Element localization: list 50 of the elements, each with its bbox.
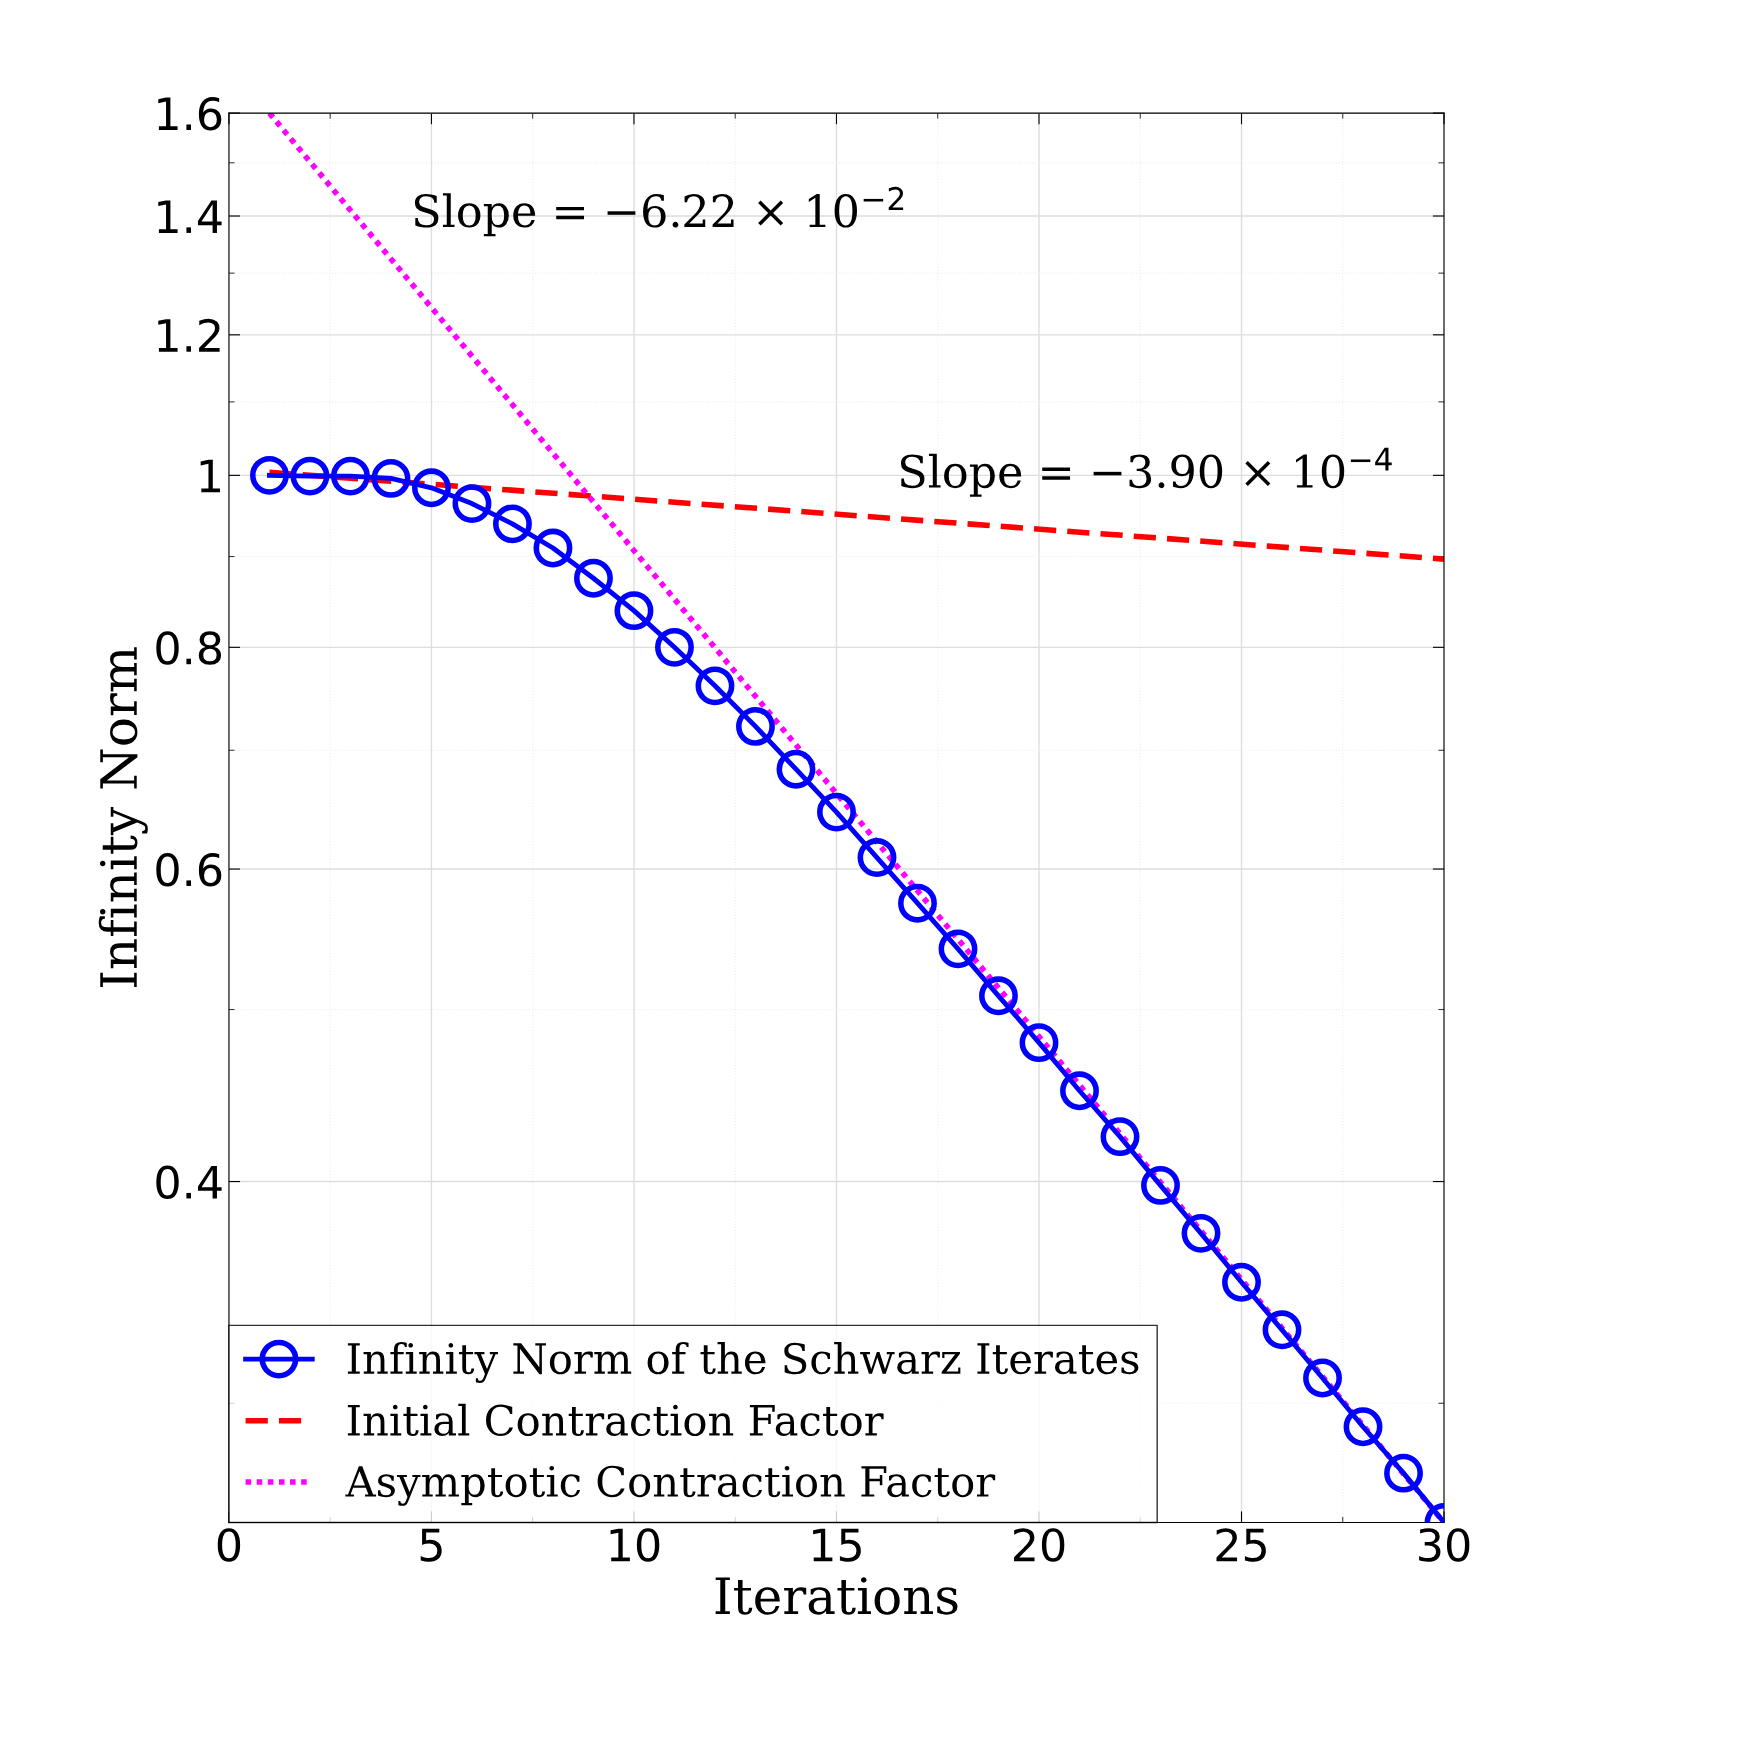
- point: [655, 627, 694, 667]
- y-tick-label: 0.8: [156, 631, 222, 665]
- x-tick-label: 0: [217, 1528, 241, 1562]
- point: [1141, 1165, 1180, 1205]
- x-tick-label: 25: [1216, 1528, 1266, 1562]
- y-tick-label: 0.6: [156, 852, 222, 887]
- y-axis-title: Infinity Norm: [98, 647, 148, 988]
- x-axis-title: Iterations: [715, 1577, 958, 1615]
- point: [493, 504, 532, 544]
- y-tick-label: 1: [200, 459, 220, 493]
- point: [695, 666, 735, 706]
- point: [1262, 1310, 1302, 1350]
- annotation: Slope = −3.90 × 10$^{−4}$: [900, 447, 1392, 497]
- x-tick-label: 30: [1419, 1528, 1470, 1562]
- point: [979, 976, 1018, 1016]
- point: [1181, 1213, 1221, 1253]
- point: [1060, 1071, 1099, 1111]
- point: [452, 484, 492, 524]
- x-tick-label: 5: [420, 1528, 442, 1562]
- y-tick-label: 1.2: [158, 318, 220, 352]
- point: [249, 455, 289, 495]
- point: [1019, 1023, 1059, 1063]
- x-tick-label: 10: [610, 1528, 660, 1562]
- point: [1384, 1453, 1423, 1493]
- x-tick-label: 20: [1013, 1528, 1065, 1562]
- legend-label: Asymptotic Contraction Factor: [345, 1465, 996, 1506]
- x-tick-label: 15: [813, 1528, 861, 1562]
- y-tick-label: 1.4: [158, 200, 222, 233]
- point: [1303, 1358, 1342, 1398]
- point: [290, 456, 330, 496]
- y-tick-label: 1.6: [158, 97, 222, 131]
- point: [898, 883, 937, 923]
- point: [614, 591, 654, 631]
- y-tick-label: 0.4: [156, 1165, 222, 1200]
- point: [574, 558, 613, 598]
- point: [371, 458, 411, 498]
- annotation: Slope = −6.22 × 10$^{−2}$: [414, 186, 904, 237]
- legend-label: Initial Contraction Factor: [347, 1403, 884, 1437]
- point: [412, 468, 451, 508]
- point: [736, 706, 775, 746]
- point: [1100, 1117, 1140, 1157]
- point: [938, 929, 978, 969]
- point: [1343, 1407, 1383, 1447]
- point: [330, 456, 370, 496]
- legend-label: Infinity Norm of the Schwarz Iterates: [347, 1342, 1139, 1383]
- point: [776, 749, 816, 789]
- point: [817, 792, 856, 832]
- point: [857, 838, 897, 878]
- point: [533, 528, 573, 568]
- point: [1222, 1262, 1261, 1302]
